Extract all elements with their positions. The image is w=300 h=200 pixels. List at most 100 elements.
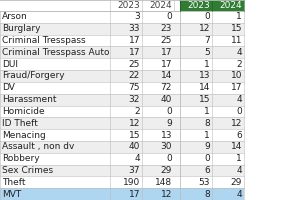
Text: 6: 6: [236, 131, 242, 140]
Text: 14: 14: [160, 71, 172, 80]
Text: 9: 9: [166, 119, 172, 128]
Text: 40: 40: [160, 95, 172, 104]
Text: Assault , non dv: Assault , non dv: [2, 142, 74, 151]
Text: 4: 4: [236, 48, 242, 57]
Text: Arson: Arson: [2, 12, 28, 21]
Text: 17: 17: [160, 60, 172, 69]
Text: 0: 0: [204, 154, 210, 163]
Text: Criminal Tresspass: Criminal Tresspass: [2, 36, 85, 45]
Text: 4: 4: [134, 154, 140, 163]
Text: 0: 0: [236, 107, 242, 116]
Text: 1: 1: [204, 107, 210, 116]
Text: 75: 75: [128, 83, 140, 92]
Text: Fraud/Forgery: Fraud/Forgery: [2, 71, 64, 80]
Bar: [0, 165, 244, 176]
Text: 29: 29: [160, 166, 172, 175]
Text: 15: 15: [230, 24, 242, 33]
Text: 2024: 2024: [219, 1, 242, 10]
Text: Menacing: Menacing: [2, 131, 46, 140]
Text: 12: 12: [129, 119, 140, 128]
Bar: [0, 153, 244, 165]
Bar: [0, 188, 244, 200]
Text: ID Theft: ID Theft: [2, 119, 38, 128]
Bar: [0, 106, 244, 117]
Text: 15: 15: [128, 131, 140, 140]
Text: 17: 17: [128, 36, 140, 45]
Bar: [0, 58, 244, 70]
Text: 14: 14: [199, 83, 210, 92]
Text: 17: 17: [128, 48, 140, 57]
Text: 12: 12: [231, 119, 242, 128]
Text: 37: 37: [128, 166, 140, 175]
Text: 1: 1: [204, 60, 210, 69]
Bar: [0, 176, 244, 188]
Text: 23: 23: [160, 24, 172, 33]
Text: 15: 15: [199, 95, 210, 104]
Text: 1: 1: [236, 154, 242, 163]
Text: 17: 17: [160, 48, 172, 57]
Text: 9: 9: [204, 142, 210, 151]
Bar: [0, 11, 244, 23]
Text: Sex Crimes: Sex Crimes: [2, 166, 53, 175]
Text: 1: 1: [204, 131, 210, 140]
Text: Robbery: Robbery: [2, 154, 40, 163]
Bar: [0, 46, 244, 58]
Text: 25: 25: [160, 36, 172, 45]
Bar: [0, 23, 244, 35]
Text: 190: 190: [123, 178, 140, 187]
Text: DV: DV: [2, 83, 15, 92]
Text: 30: 30: [160, 142, 172, 151]
Text: Theft: Theft: [2, 178, 26, 187]
Bar: [0, 94, 244, 106]
Text: 2024: 2024: [149, 1, 172, 10]
Text: 4: 4: [236, 190, 242, 199]
Text: 14: 14: [231, 142, 242, 151]
Text: 0: 0: [166, 154, 172, 163]
Text: 25: 25: [129, 60, 140, 69]
Text: 148: 148: [155, 178, 172, 187]
Text: 8: 8: [204, 190, 210, 199]
Text: DUI: DUI: [2, 60, 18, 69]
Text: 12: 12: [160, 190, 172, 199]
Text: 13: 13: [160, 131, 172, 140]
Text: 2023: 2023: [117, 1, 140, 10]
Text: 2: 2: [236, 60, 242, 69]
Text: Burglary: Burglary: [2, 24, 40, 33]
Text: 40: 40: [129, 142, 140, 151]
Bar: [0, 35, 244, 46]
Text: MVT: MVT: [2, 190, 21, 199]
Text: 17: 17: [230, 83, 242, 92]
Text: 1: 1: [236, 12, 242, 21]
Bar: [0, 82, 244, 94]
Text: 13: 13: [199, 71, 210, 80]
Text: 7: 7: [204, 36, 210, 45]
Text: 53: 53: [199, 178, 210, 187]
Text: 32: 32: [129, 95, 140, 104]
Text: 8: 8: [204, 119, 210, 128]
Text: 10: 10: [230, 71, 242, 80]
Text: 0: 0: [166, 12, 172, 21]
Text: 33: 33: [128, 24, 140, 33]
Bar: [180, 0, 244, 11]
Bar: [0, 129, 244, 141]
Text: 11: 11: [230, 36, 242, 45]
Bar: [0, 117, 244, 129]
Text: Homicide: Homicide: [2, 107, 45, 116]
Text: 0: 0: [204, 12, 210, 21]
Text: 2: 2: [134, 107, 140, 116]
Text: 5: 5: [204, 48, 210, 57]
Text: 12: 12: [199, 24, 210, 33]
Text: 17: 17: [128, 190, 140, 199]
Text: 6: 6: [204, 166, 210, 175]
Text: 29: 29: [231, 178, 242, 187]
Text: 4: 4: [236, 166, 242, 175]
Text: 0: 0: [166, 107, 172, 116]
Text: 3: 3: [134, 12, 140, 21]
Bar: [0, 70, 244, 82]
Bar: [0, 141, 244, 153]
Text: 22: 22: [129, 71, 140, 80]
Text: Criminal Tresspass Auto: Criminal Tresspass Auto: [2, 48, 109, 57]
Text: 72: 72: [160, 83, 172, 92]
Text: 2023: 2023: [187, 1, 210, 10]
Text: Harassment: Harassment: [2, 95, 56, 104]
